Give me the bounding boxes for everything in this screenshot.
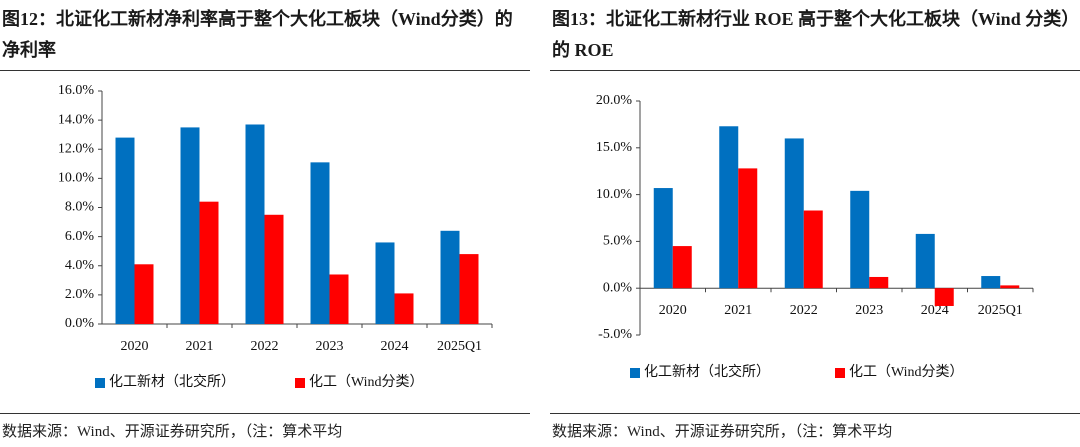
chart-title: 图12：北证化工新材净利率高于整个大化工板块（Wind分类）的净利率: [2, 9, 513, 60]
bar: [245, 124, 265, 325]
bar: [199, 201, 219, 324]
y-tick-label: -5.0%: [598, 327, 632, 342]
x-tick-label: 2023: [855, 303, 883, 318]
bar: [869, 276, 889, 289]
x-tick-label: 2023: [316, 339, 344, 354]
x-tick-label: 2022: [251, 339, 279, 354]
chart: 0.0% 2.0% 4.0% 6.0% 8.0% 10.0% 12.0% 14.0% 16.0%…: [58, 83, 493, 390]
bar: [329, 274, 349, 324]
y-tick-label: 20.0%: [596, 93, 633, 108]
bar: [738, 168, 758, 289]
y-tick-label: 4.0%: [65, 258, 95, 273]
chart-title: 图13：北证化工新材行业 ROE 高于整个大化工板块（Wind 分类）的 ROE: [552, 9, 1080, 60]
bar: [180, 127, 200, 324]
bar: [803, 210, 823, 289]
y-tick-label: 2.0%: [65, 287, 95, 302]
bar: [459, 254, 479, 324]
y-tick-label: 16.0%: [58, 83, 95, 98]
x-tick-label: 2020: [121, 339, 149, 354]
legend-swatch: [835, 368, 845, 378]
x-tick-label: 2025Q1: [437, 339, 482, 354]
x-tick-label: 2021: [186, 339, 214, 354]
bar: [375, 242, 395, 324]
x-tick-label: 2024: [921, 303, 949, 318]
y-tick-label: 5.0%: [603, 234, 633, 249]
legend-label: 化工新材（北交所）: [644, 363, 770, 380]
panel-right: 图13：北证化工新材行业 ROE 高于整个大化工板块（Wind 分类）的 ROE…: [550, 0, 1080, 447]
bar: [134, 264, 154, 324]
rule: [0, 413, 530, 414]
y-tick-label: 14.0%: [58, 112, 95, 127]
source: 数据来源：Wind、开源证券研究所，（注：算术平均: [2, 424, 343, 440]
bar: [672, 246, 692, 289]
rule: [0, 70, 530, 71]
bar: [653, 188, 673, 289]
legend-label: 化工（Wind分类）: [309, 374, 424, 390]
y-tick-label: 15.0%: [596, 140, 633, 155]
y-tick-label: 0.0%: [65, 316, 95, 331]
panel-left: 图12：北证化工新材净利率高于整个大化工板块（Wind分类）的净利率 0.0% 2…: [0, 0, 530, 447]
rule: [550, 413, 1080, 414]
rule: [550, 70, 1080, 71]
x-tick-label: 2024: [381, 339, 409, 354]
bar: [440, 230, 460, 324]
bar: [115, 137, 135, 324]
bar: [784, 138, 804, 289]
chart: -5.0% 0.0% 5.0% 10.0% 15.0% 20.0% 2020 2021 2022…: [596, 93, 1034, 380]
y-tick-label: 0.0%: [603, 280, 633, 295]
source: 数据来源：Wind、开源证券研究所，（注：算术平均: [552, 424, 893, 440]
bar: [264, 214, 284, 324]
legend-label: 化工（Wind分类）: [849, 364, 964, 380]
x-tick-label: 2025Q1: [978, 303, 1023, 318]
y-tick-label: 10.0%: [596, 187, 633, 202]
legend-swatch: [95, 378, 105, 388]
bar: [934, 288, 954, 306]
bar: [981, 276, 1001, 289]
legend-swatch: [630, 368, 640, 378]
y-tick-label: 6.0%: [65, 229, 95, 244]
y-tick-label: 12.0%: [58, 141, 95, 156]
bar: [394, 293, 414, 324]
bar: [310, 162, 330, 324]
y-tick-label: 8.0%: [65, 200, 95, 215]
x-tick-label: 2020: [659, 303, 687, 318]
bar: [719, 126, 739, 289]
x-tick-label: 2021: [724, 303, 752, 318]
bar: [1000, 285, 1020, 289]
bar: [850, 190, 870, 289]
bar: [915, 233, 935, 289]
legend-label: 化工新材（北交所）: [109, 373, 235, 390]
x-tick-label: 2022: [790, 303, 818, 318]
y-tick-label: 10.0%: [58, 171, 95, 186]
legend-swatch: [295, 378, 305, 388]
